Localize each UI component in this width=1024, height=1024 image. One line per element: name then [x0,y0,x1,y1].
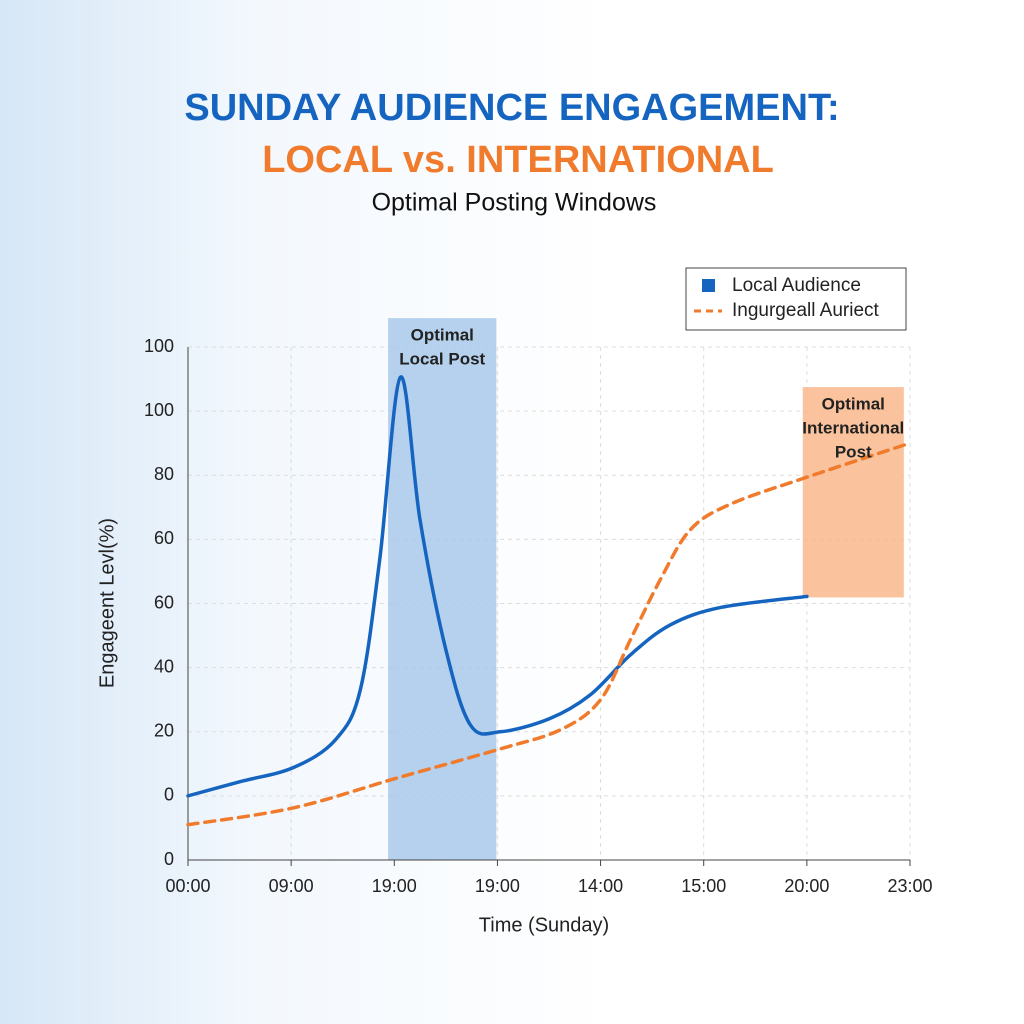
x-tick-label: 19:00 [475,876,520,896]
x-tick-label: 20:00 [784,876,829,896]
y-tick-label: 0 [164,849,174,869]
series-line [186,375,809,798]
x-tick-label: 14:00 [578,876,623,896]
y-axis-label: Engageent Levl(%) [96,518,118,688]
chart-title-line2: LOCAL vs. INTERNATIONAL [262,139,774,181]
legend-label: Local Audience [732,275,861,296]
annotation-text: Local Post [399,350,485,369]
y-tick-label: 0 [164,785,174,805]
annotation-band [802,387,904,598]
series-line [186,442,909,827]
legend-swatch [702,279,715,292]
x-tick-label: 19:00 [372,876,417,896]
x-axis-label: Time (Sunday) [479,914,609,936]
y-tick-label: 40 [154,656,174,676]
legend-box [685,267,907,331]
x-tick-label: 23:00 [887,876,932,896]
x-tick-label: 09:00 [269,876,314,896]
chart-title: SUNDAY AUDIENCE ENGAGEMENT: [184,87,839,129]
y-tick-label: 80 [154,464,174,484]
legend-label: Ingurgeall Auriect [732,300,880,321]
y-tick-label: 100 [144,336,174,356]
annotation-text: Optimal [411,326,474,345]
annotation-text: Optimal [822,395,885,414]
x-tick-label: 15:00 [681,876,726,896]
annotation-text: International [802,419,904,438]
chart-subtitle: Optimal Posting Windows [372,189,657,217]
y-tick-label: 20 [154,721,174,741]
x-tick-label: 00:00 [165,876,210,896]
annotation-band [388,318,497,860]
y-tick-label: 100 [144,400,174,420]
y-tick-label: 60 [154,528,174,548]
annotation-text: Post [835,443,872,462]
y-tick-label: 60 [154,592,174,612]
